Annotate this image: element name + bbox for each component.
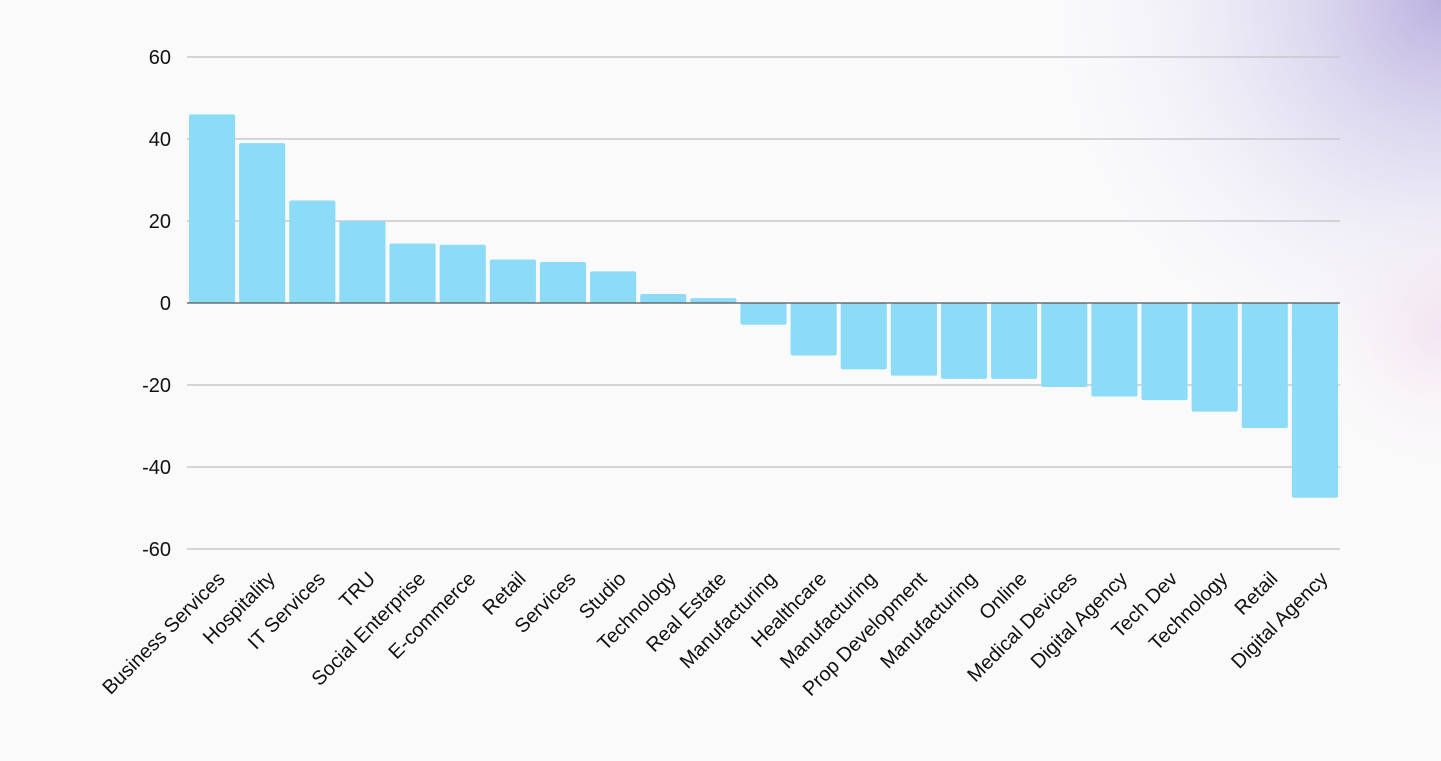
y-tick-label: 60: [149, 47, 171, 69]
y-tick-label: 40: [149, 129, 171, 151]
bar: [1041, 303, 1088, 388]
x-tick-label: TRU: [335, 568, 380, 613]
y-axis-ticks: 60 40 20 0 -20 -40 -60: [142, 47, 171, 561]
bar: [890, 303, 937, 376]
y-tick-label: 20: [149, 211, 171, 233]
y-tick-label: -60: [142, 539, 171, 561]
bar: [1241, 303, 1288, 429]
bar: [640, 293, 687, 303]
bar: [740, 303, 787, 325]
bar: [991, 303, 1038, 379]
y-tick-label: -20: [142, 375, 171, 397]
bar: [239, 143, 286, 303]
bar: [489, 259, 536, 303]
bar: [1141, 303, 1188, 401]
bar: [1191, 303, 1238, 412]
bar: [590, 271, 637, 303]
bar: [790, 303, 837, 356]
bar: [1091, 303, 1138, 397]
bar: [389, 243, 436, 303]
bar: [940, 303, 988, 379]
y-tick-label: 0: [160, 293, 171, 315]
bar: [840, 303, 887, 370]
bars: [189, 114, 1338, 498]
bar: [289, 200, 336, 303]
bar: [539, 262, 587, 303]
bar: [690, 298, 737, 303]
bar: [1291, 303, 1338, 498]
bar: [339, 221, 386, 303]
bar: [439, 244, 486, 303]
bar: [189, 114, 236, 304]
y-tick-label: -40: [142, 457, 171, 479]
